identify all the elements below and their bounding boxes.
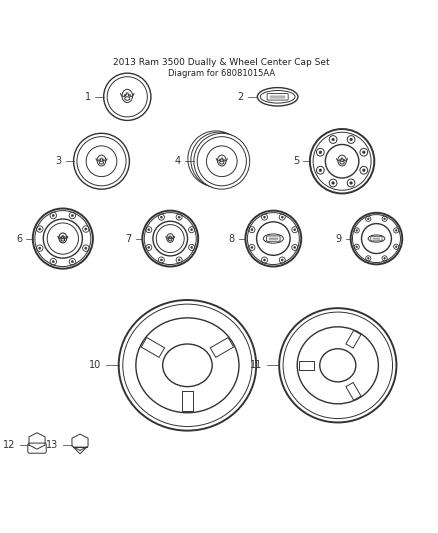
Circle shape [71, 214, 74, 216]
Text: 13: 13 [46, 440, 59, 450]
Circle shape [351, 213, 402, 264]
Circle shape [281, 259, 283, 261]
Circle shape [191, 246, 193, 248]
Circle shape [104, 73, 151, 120]
Circle shape [350, 138, 353, 141]
Text: 11: 11 [251, 360, 263, 370]
Circle shape [363, 169, 365, 172]
Ellipse shape [119, 300, 256, 431]
Circle shape [160, 259, 162, 261]
Circle shape [310, 129, 374, 193]
Text: 10: 10 [89, 360, 102, 370]
Circle shape [350, 182, 353, 184]
Text: 4: 4 [175, 156, 181, 166]
Ellipse shape [258, 87, 298, 106]
Circle shape [263, 259, 265, 261]
Text: 6: 6 [16, 233, 22, 244]
Circle shape [363, 151, 365, 154]
Circle shape [281, 216, 283, 218]
Circle shape [294, 246, 296, 248]
Circle shape [251, 246, 253, 248]
Text: 12: 12 [3, 440, 16, 450]
Circle shape [194, 133, 250, 189]
Circle shape [71, 261, 74, 263]
Circle shape [332, 182, 335, 184]
Circle shape [142, 211, 198, 266]
Circle shape [191, 229, 193, 231]
Circle shape [160, 216, 162, 218]
Circle shape [39, 247, 41, 249]
Circle shape [148, 229, 150, 231]
Circle shape [332, 138, 335, 141]
Circle shape [52, 214, 54, 216]
Circle shape [148, 246, 150, 248]
Circle shape [319, 151, 322, 154]
Circle shape [33, 208, 93, 269]
Circle shape [367, 257, 369, 259]
Circle shape [294, 229, 296, 231]
Circle shape [356, 230, 357, 231]
Ellipse shape [279, 308, 396, 423]
Circle shape [39, 228, 41, 230]
Circle shape [356, 246, 357, 248]
Text: Diagram for 68081015AA: Diagram for 68081015AA [168, 69, 276, 78]
Circle shape [74, 133, 129, 189]
Circle shape [85, 247, 87, 249]
Circle shape [178, 259, 180, 261]
Circle shape [396, 246, 397, 248]
Circle shape [52, 261, 54, 263]
Text: 3: 3 [56, 156, 61, 166]
Circle shape [319, 169, 322, 172]
Circle shape [85, 228, 87, 230]
Circle shape [245, 211, 301, 266]
Text: 7: 7 [125, 233, 131, 244]
Circle shape [384, 218, 385, 220]
Text: 1: 1 [85, 92, 91, 102]
Circle shape [251, 229, 253, 231]
Circle shape [396, 230, 397, 231]
Circle shape [367, 218, 369, 220]
Text: 5: 5 [293, 156, 299, 166]
Text: 2: 2 [237, 92, 243, 102]
Text: 2013 Ram 3500 Dually & Wheel Center Cap Set: 2013 Ram 3500 Dually & Wheel Center Cap … [113, 58, 330, 67]
Circle shape [263, 216, 265, 218]
Text: 9: 9 [335, 233, 341, 244]
Circle shape [384, 257, 385, 259]
Text: 8: 8 [229, 233, 235, 244]
Circle shape [178, 216, 180, 218]
